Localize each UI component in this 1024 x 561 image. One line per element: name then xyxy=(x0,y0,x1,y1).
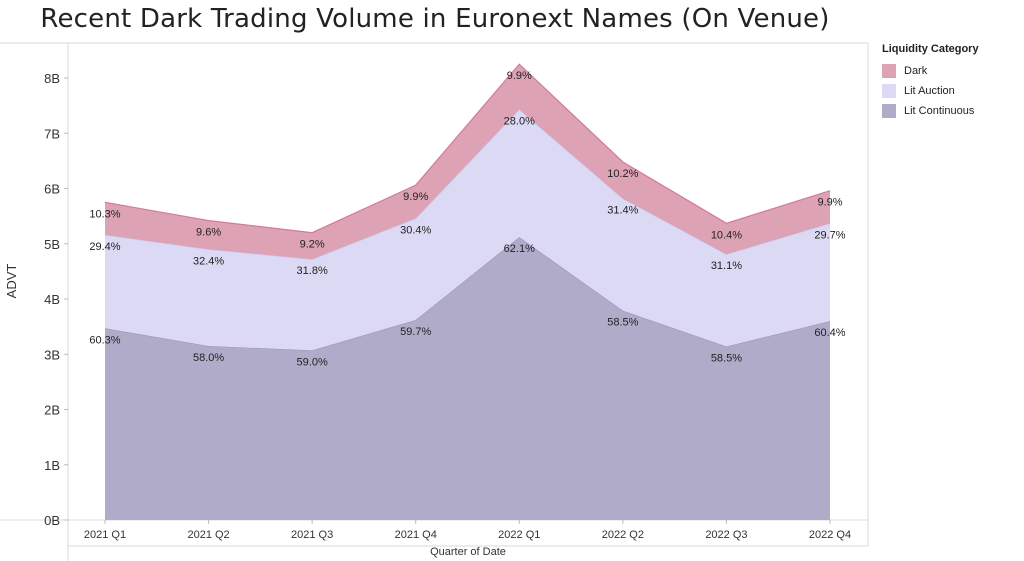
x-tick-label: 2022 Q1 xyxy=(498,529,540,541)
data-label-lit-auction: 29.4% xyxy=(89,241,120,253)
data-label-dark: 10.3% xyxy=(89,208,120,220)
legend-item-dark[interactable]: Dark xyxy=(882,61,979,81)
legend-item-lit-continuous[interactable]: Lit Continuous xyxy=(882,101,979,121)
data-label-lit-auction: 30.4% xyxy=(400,224,431,236)
data-label-dark: 9.2% xyxy=(300,239,325,251)
data-label-dark: 9.6% xyxy=(196,227,221,239)
y-tick-label: 5B xyxy=(44,237,60,252)
data-label-lit-auction: 29.7% xyxy=(814,229,845,241)
x-tick-label: 2021 Q1 xyxy=(84,529,126,541)
data-label-lit-continuous: 58.5% xyxy=(607,317,638,329)
data-label-lit-auction: 31.4% xyxy=(607,204,638,216)
legend-label-lit-auction: Lit Auction xyxy=(904,85,955,97)
data-label-lit-continuous: 59.7% xyxy=(400,326,431,338)
x-tick-label: 2021 Q4 xyxy=(395,529,437,541)
data-label-lit-auction: 31.1% xyxy=(711,260,742,272)
area-lit-continuous xyxy=(105,237,830,520)
legend-title: Liquidity Category xyxy=(882,43,979,55)
y-tick-label: 1B xyxy=(44,458,60,473)
legend-label-lit-continuous: Lit Continuous xyxy=(904,105,975,117)
x-tick-label: 2021 Q3 xyxy=(291,529,333,541)
area-dark xyxy=(105,64,830,260)
y-tick-label: 2B xyxy=(44,403,60,418)
data-label-lit-continuous: 62.1% xyxy=(504,243,535,255)
data-label-lit-auction: 32.4% xyxy=(193,255,224,267)
legend: Liquidity Category Dark Lit Auction Lit … xyxy=(882,43,979,121)
data-label-lit-continuous: 58.0% xyxy=(193,352,224,364)
y-tick-label: 0B xyxy=(44,513,60,528)
data-label-dark: 9.9% xyxy=(403,191,428,203)
data-label-dark: 9.9% xyxy=(817,197,842,209)
x-tick-label: 2022 Q4 xyxy=(809,529,851,541)
data-label-lit-continuous: 60.4% xyxy=(814,327,845,339)
x-tick-label: 2022 Q2 xyxy=(602,529,644,541)
data-label-dark: 10.2% xyxy=(607,168,638,180)
legend-swatch-dark xyxy=(882,64,896,78)
legend-swatch-lit-continuous xyxy=(882,104,896,118)
data-label-lit-continuous: 59.0% xyxy=(297,356,328,368)
x-tick-label: 2022 Q3 xyxy=(705,529,747,541)
y-tick-label: 4B xyxy=(44,292,60,307)
y-tick-label: 8B xyxy=(44,71,60,86)
data-label-lit-auction: 28.0% xyxy=(504,115,535,127)
x-tick-label: 2021 Q2 xyxy=(187,529,229,541)
legend-label-dark: Dark xyxy=(904,65,928,77)
data-label-lit-auction: 31.8% xyxy=(297,265,328,277)
legend-swatch-lit-auction xyxy=(882,84,896,98)
x-axis-label: Quarter of Date xyxy=(430,546,506,558)
y-tick-label: 6B xyxy=(44,182,60,197)
data-label-lit-continuous: 58.5% xyxy=(711,353,742,365)
line-dark xyxy=(104,63,831,234)
legend-item-lit-auction[interactable]: Lit Auction xyxy=(882,81,979,101)
area-lit-auction xyxy=(105,109,830,351)
area-chart: 0B 1B 2B 3B 4B 5B 6B 7B 8B ADVT 2021 Q1 2021 Q2 2021… xyxy=(0,42,869,561)
data-label-dark: 9.9% xyxy=(507,70,532,82)
data-label-dark: 10.4% xyxy=(711,229,742,241)
y-tick-label: 7B xyxy=(44,126,60,141)
data-label-lit-continuous: 60.3% xyxy=(89,334,120,346)
y-tick-label: 3B xyxy=(44,347,60,362)
y-axis-label: ADVT xyxy=(4,264,19,299)
chart-title: Recent Dark Trading Volume in Euronext N… xyxy=(40,4,830,34)
